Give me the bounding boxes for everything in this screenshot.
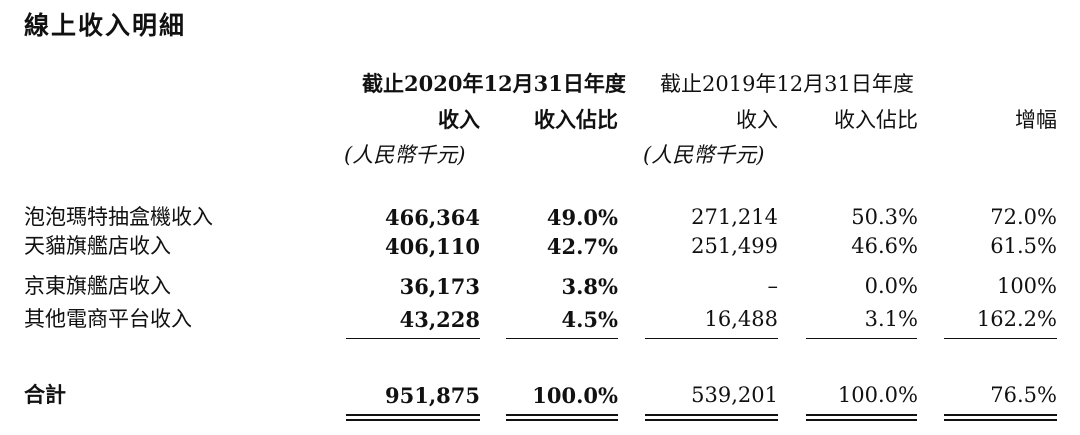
col-share-2019-header: 收入佔比 (834, 108, 918, 132)
total-double-rule (506, 414, 618, 416)
cell-share-2019: 46.6% (851, 234, 918, 258)
subtotal-rule (944, 338, 1057, 339)
cell-share-2020: 4.5% (561, 307, 619, 332)
total-growth: 76.5% (990, 383, 1057, 407)
unit-2020-label: (人民幣千元) (344, 143, 466, 167)
cell-revenue-2020: 36,173 (399, 274, 480, 299)
total-share-2019: 100.0% (837, 383, 918, 407)
cell-share-2019: 50.3% (851, 205, 918, 229)
col-growth-header: 增幅 (1015, 108, 1057, 132)
unit-2019-label: (人民幣千元) (643, 143, 765, 167)
col-share-2020-header: 收入佔比 (534, 107, 618, 132)
cell-revenue-2019: 271,214 (691, 205, 778, 229)
total-double-rule (506, 419, 618, 421)
total-revenue-2020: 951,875 (385, 383, 480, 408)
total-label: 合計 (24, 383, 66, 407)
period-2019-header: 截止2019年12月31日年度 (660, 72, 914, 96)
total-double-rule (645, 414, 778, 416)
page-title: 線上收入明細 (24, 11, 187, 40)
cell-share-2019: 3.1% (864, 307, 918, 331)
cell-revenue-2020: 406,110 (385, 234, 480, 259)
subtotal-rule (645, 338, 778, 339)
cell-revenue-2019: 16,488 (704, 307, 778, 331)
period-2020-header: 截止2020年12月31日年度 (362, 71, 626, 96)
col-revenue-2019-header: 收入 (736, 108, 778, 132)
row-label-popmart-blindbox: 泡泡瑪特抽盒機收入 (24, 205, 213, 229)
total-double-rule (346, 414, 480, 416)
cell-growth: 162.2% (976, 307, 1057, 331)
total-double-rule (806, 419, 917, 421)
row-label-jd-store: 京東旗艦店收入 (24, 274, 171, 298)
cell-growth: 72.0% (990, 205, 1057, 229)
row-label-other-platforms: 其他電商平台收入 (24, 307, 192, 331)
total-share-2020: 100.0% (532, 383, 618, 408)
row-label-tmall-store: 天貓旗艦店收入 (24, 234, 171, 258)
total-double-rule (346, 419, 480, 421)
total-revenue-2019: 539,201 (691, 383, 778, 407)
total-double-rule (944, 419, 1057, 421)
cell-share-2020: 3.8% (561, 274, 619, 299)
subtotal-rule (506, 338, 618, 339)
col-revenue-2020-header: 收入 (438, 107, 480, 132)
cell-revenue-2020: 466,364 (385, 205, 480, 230)
total-double-rule (944, 414, 1057, 416)
cell-revenue-2020: 43,228 (399, 307, 480, 332)
cell-share-2019: 0.0% (864, 274, 918, 298)
cell-share-2020: 49.0% (546, 205, 618, 230)
cell-growth: 100% (996, 274, 1057, 298)
subtotal-rule (806, 338, 917, 339)
total-double-rule (806, 414, 917, 416)
cell-growth: 61.5% (990, 234, 1057, 258)
cell-revenue-2019: 251,499 (691, 234, 778, 258)
subtotal-rule (346, 338, 480, 339)
cell-share-2020: 42.7% (546, 234, 618, 259)
cell-revenue-2019: – (767, 274, 779, 298)
total-double-rule (645, 419, 778, 421)
